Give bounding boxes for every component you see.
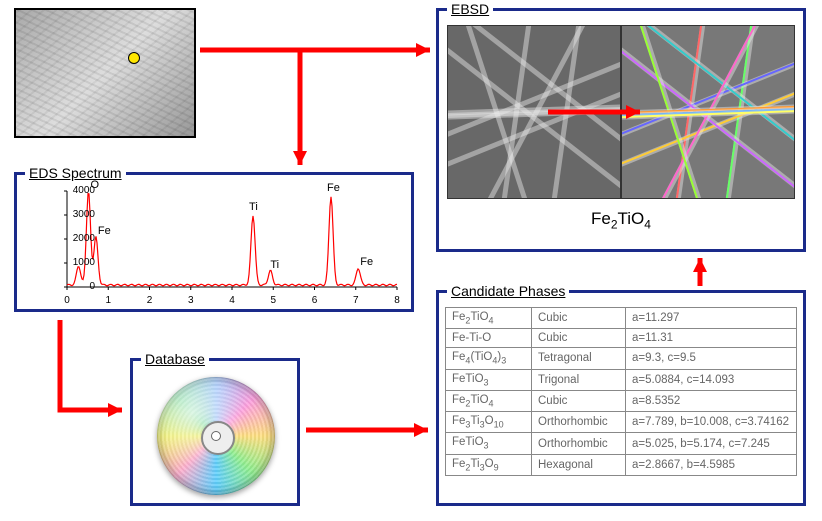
ebsd-panel: EBSD Fe2TiO4 <box>436 8 806 252</box>
phase-row: Fe2TiO4Cubica=8.5352 <box>446 390 797 411</box>
phase-lattice: a=9.3, c=9.5 <box>626 348 797 369</box>
sem-image-placeholder <box>16 10 194 136</box>
phase-row: Fe3Ti3O10Orthorhombica=7.789, b=10.008, … <box>446 412 797 433</box>
phase-lattice: a=11.297 <box>626 308 797 329</box>
cd-icon <box>157 377 275 495</box>
ebsd-panel-label: EBSD <box>447 1 493 17</box>
database-panel-label: Database <box>141 351 209 367</box>
phase-row: FeTiO3Orthorhombica=5.025, b=5.174, c=7.… <box>446 433 797 454</box>
candidate-phases-panel: Candidate Phases Fe2TiO4Cubica=11.297Fe-… <box>436 290 806 506</box>
phase-row: Fe-Ti-OCubica=11.31 <box>446 329 797 348</box>
eds-xtick: 2 <box>144 295 156 306</box>
eds-ytick: 2000 <box>61 233 95 244</box>
ebsd-pattern-raw <box>447 25 621 199</box>
phase-formula: FeTiO3 <box>446 369 532 390</box>
phase-row: Fe2TiO4Cubica=11.297 <box>446 308 797 329</box>
phase-lattice: a=8.5352 <box>626 390 797 411</box>
phase-system: Orthorhombic <box>532 433 626 454</box>
eds-peak-label: O <box>90 179 99 191</box>
phase-formula: Fe2TiO4 <box>446 308 532 329</box>
eds-xtick: 4 <box>226 295 238 306</box>
phase-row: Fe4(TiO4)3Tetragonala=9.3, c=9.5 <box>446 348 797 369</box>
eds-peak-label: Fe <box>98 225 111 237</box>
eds-spectrum-panel: EDS Spectrum 01000200030004000 012345678… <box>14 172 414 312</box>
eds-ytick: 1000 <box>61 257 95 268</box>
database-panel: Database <box>130 358 300 506</box>
ebsd-indexed-phase: Fe2TiO4 <box>439 209 803 231</box>
phase-system: Hexagonal <box>532 454 626 475</box>
phase-system: Tetragonal <box>532 348 626 369</box>
candidate-phases-label: Candidate Phases <box>447 283 569 299</box>
eds-panel-label: EDS Spectrum <box>25 165 126 181</box>
eds-xtick: 6 <box>309 295 321 306</box>
phase-formula: Fe2TiO4 <box>446 390 532 411</box>
phase-system: Trigonal <box>532 369 626 390</box>
phase-lattice: a=11.31 <box>626 329 797 348</box>
phase-system: Orthorhombic <box>532 412 626 433</box>
eds-plot: 01000200030004000 012345678 OFeTiTiFeFe <box>59 193 409 293</box>
ebsd-pattern-indexed <box>621 25 795 199</box>
eds-peak-label: Ti <box>270 259 279 271</box>
eds-to-db-elbow <box>60 320 122 410</box>
eds-ytick: 3000 <box>61 209 95 220</box>
eds-peak-label: Ti <box>249 201 258 213</box>
eds-xtick: 0 <box>61 295 73 306</box>
phase-system: Cubic <box>532 308 626 329</box>
eds-peak-label: Fe <box>327 182 340 194</box>
phase-lattice: a=2.8667, b=4.5985 <box>626 454 797 475</box>
phase-formula: Fe-Ti-O <box>446 329 532 348</box>
eds-xtick: 7 <box>350 295 362 306</box>
sem-micrograph-panel <box>14 8 196 138</box>
eds-ytick: 0 <box>61 281 95 292</box>
eds-peak-label: Fe <box>360 256 373 268</box>
phase-lattice: a=5.0884, c=14.093 <box>626 369 797 390</box>
candidate-phase-table: Fe2TiO4Cubica=11.297Fe-Ti-OCubica=11.31F… <box>445 307 797 476</box>
eds-xtick: 8 <box>391 295 403 306</box>
analysis-point-marker <box>128 52 140 64</box>
phase-formula: FeTiO3 <box>446 433 532 454</box>
phase-formula: Fe4(TiO4)3 <box>446 348 532 369</box>
phase-row: Fe2Ti3O9Hexagonala=2.8667, b=4.5985 <box>446 454 797 475</box>
phase-formula: Fe2Ti3O9 <box>446 454 532 475</box>
phase-row: FeTiO3Trigonala=5.0884, c=14.093 <box>446 369 797 390</box>
eds-xtick: 1 <box>102 295 114 306</box>
eds-xtick: 5 <box>267 295 279 306</box>
phase-lattice: a=7.789, b=10.008, c=3.74162 <box>626 412 797 433</box>
phase-system: Cubic <box>532 390 626 411</box>
phase-system: Cubic <box>532 329 626 348</box>
phase-lattice: a=5.025, b=5.174, c=7.245 <box>626 433 797 454</box>
phase-formula: Fe3Ti3O10 <box>446 412 532 433</box>
eds-xtick: 3 <box>185 295 197 306</box>
